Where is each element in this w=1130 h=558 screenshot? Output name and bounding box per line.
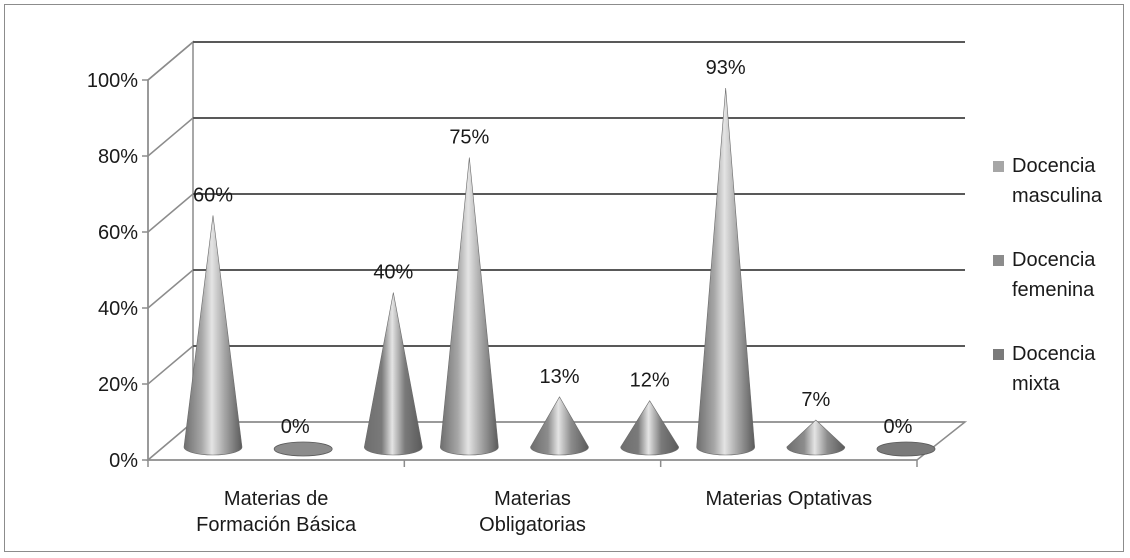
cone-body bbox=[364, 292, 423, 456]
legend-label: Docencia femenina bbox=[1012, 249, 1096, 301]
cone-base-zero bbox=[273, 441, 333, 457]
y-tick-label: 40% bbox=[98, 298, 138, 320]
data-label: 60% bbox=[193, 184, 233, 206]
x-category-label: Materias Obligatorias bbox=[479, 488, 586, 536]
y-axis: 0% 20% 40% 60% 80% 100% bbox=[87, 70, 149, 472]
data-label: 7% bbox=[801, 389, 830, 411]
legend-item[interactable]: Docencia masculina bbox=[993, 155, 1103, 207]
gridline-side bbox=[147, 193, 194, 233]
data-label: 75% bbox=[449, 127, 489, 149]
legend-label: Docencia mixta bbox=[1012, 343, 1096, 395]
cone-mark[interactable]: 75% bbox=[440, 127, 499, 456]
legend-item[interactable]: Docencia mixta bbox=[993, 343, 1096, 395]
x-category-label: Materias de Formación Básica bbox=[196, 488, 357, 536]
data-label: 13% bbox=[539, 366, 579, 388]
cone-chart: 0% 20% 40% 60% 80% 100% Materias de Formación B… bbox=[87, 40, 1103, 536]
legend-swatch bbox=[993, 255, 1004, 266]
y-tick-label: 0% bbox=[109, 450, 138, 472]
gridlines bbox=[147, 41, 965, 423]
cone-mark[interactable]: 0% bbox=[876, 416, 936, 457]
legend-swatch bbox=[993, 349, 1004, 360]
data-label: 0% bbox=[884, 416, 913, 438]
cone-base-zero bbox=[876, 441, 936, 457]
chart-walls bbox=[145, 40, 968, 462]
side-wall bbox=[147, 40, 194, 462]
cones: 60% 0% 40% 75% 13% 12% 93% 7% 0% bbox=[183, 57, 936, 457]
cone-mark[interactable]: 7% bbox=[786, 389, 846, 456]
cone-mark[interactable]: 12% bbox=[620, 370, 679, 456]
data-label: 12% bbox=[630, 370, 670, 392]
gridline-side bbox=[147, 117, 194, 157]
cone-mark[interactable]: 93% bbox=[696, 57, 755, 456]
cone-body bbox=[440, 157, 499, 456]
gridline-side bbox=[147, 269, 194, 309]
y-tick-label: 80% bbox=[98, 146, 138, 168]
x-category-label: Materias Optativas bbox=[705, 488, 872, 510]
chart-frame: 0% 20% 40% 60% 80% 100% Materias de Formación B… bbox=[4, 4, 1124, 552]
data-label: 93% bbox=[706, 57, 746, 79]
x-axis: Materias de Formación Básica Materias Oblig… bbox=[147, 459, 918, 536]
gridline-side bbox=[147, 345, 194, 385]
cone-body bbox=[786, 419, 846, 456]
legend-swatch bbox=[993, 161, 1004, 172]
data-label: 40% bbox=[373, 262, 413, 284]
y-tick-label: 20% bbox=[98, 374, 138, 396]
cone-body bbox=[530, 396, 589, 456]
cone-body bbox=[620, 400, 679, 456]
cone-mark[interactable]: 0% bbox=[273, 416, 333, 457]
cone-body bbox=[183, 215, 243, 456]
legend-label: Docencia masculina bbox=[1012, 155, 1103, 207]
cone-mark[interactable]: 13% bbox=[530, 366, 589, 456]
gridline-side bbox=[147, 41, 194, 81]
cone-mark[interactable]: 40% bbox=[364, 262, 423, 456]
legend-item[interactable]: Docencia femenina bbox=[993, 249, 1096, 301]
y-tick-label: 100% bbox=[87, 70, 138, 92]
cone-mark[interactable]: 60% bbox=[183, 184, 243, 456]
cone-body bbox=[696, 87, 755, 456]
legend: Docencia masculina Docencia femenina Docenci… bbox=[993, 155, 1103, 395]
y-tick-label: 60% bbox=[98, 222, 138, 244]
data-label: 0% bbox=[281, 416, 310, 438]
